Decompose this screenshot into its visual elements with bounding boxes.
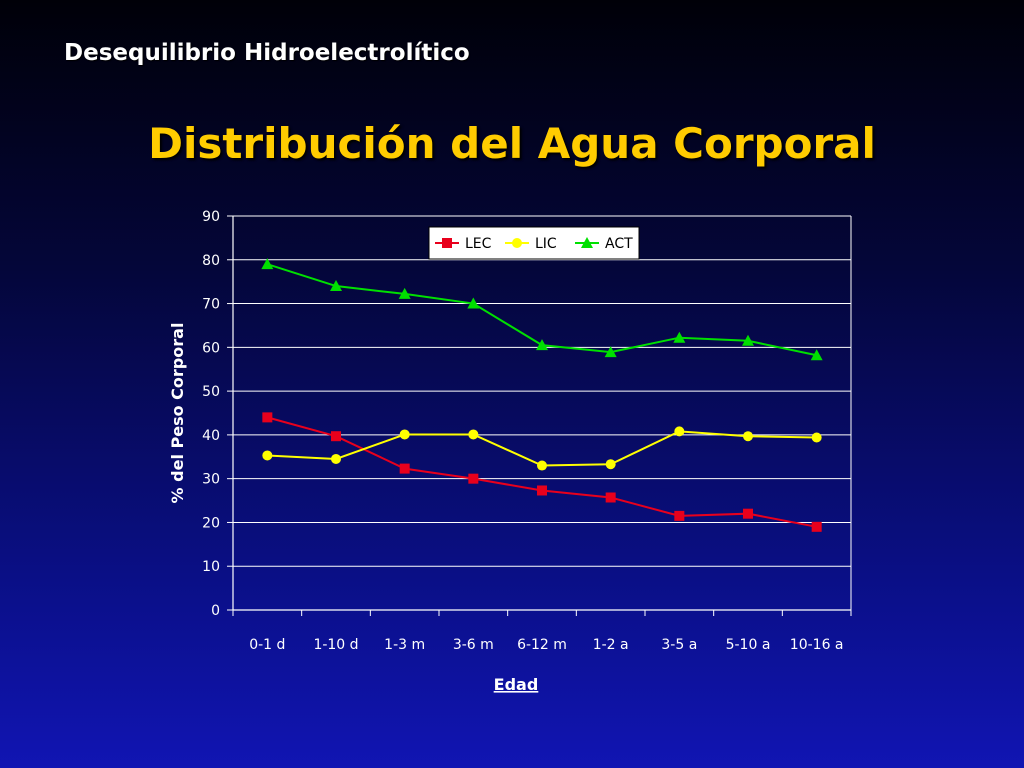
data-point-circle bbox=[512, 238, 522, 248]
data-point-triangle bbox=[398, 287, 411, 299]
x-tick-label: 1-3 m bbox=[384, 637, 425, 653]
plot-area bbox=[233, 216, 851, 610]
x-tick-label: 1-10 d bbox=[313, 637, 358, 653]
y-tick-label: 40 bbox=[202, 428, 220, 444]
series-line bbox=[267, 430, 817, 467]
y-tick-label: 50 bbox=[202, 384, 220, 400]
data-point-square bbox=[399, 463, 410, 474]
data-point-triangle bbox=[330, 280, 342, 292]
data-point-square bbox=[468, 473, 479, 484]
slide-header: Desequilibrio Hidroelectrolítico bbox=[64, 40, 470, 66]
chart-title: Distribución del Agua Corporal bbox=[148, 119, 876, 168]
y-tick-label: 70 bbox=[202, 297, 220, 313]
y-tick-label: 0 bbox=[211, 603, 220, 619]
data-point-triangle bbox=[536, 339, 548, 351]
data-point-circle bbox=[468, 429, 479, 440]
data-point-square bbox=[262, 412, 273, 423]
data-point-square bbox=[605, 492, 616, 503]
data-point-circle bbox=[605, 459, 616, 470]
data-point-square bbox=[537, 485, 547, 496]
legend-label: LIC bbox=[535, 236, 557, 252]
y-axis-label: % del Peso Corporal bbox=[168, 323, 187, 504]
data-point-square bbox=[674, 510, 685, 521]
x-tick-label: 6-12 m bbox=[517, 637, 567, 653]
data-point-circle bbox=[743, 431, 753, 442]
series-line bbox=[267, 416, 817, 528]
legend: LEC LIC ACT bbox=[428, 226, 640, 260]
x-tick-label: 5-10 a bbox=[726, 637, 771, 653]
legend-label: ACT bbox=[605, 236, 633, 252]
y-tick-label: 60 bbox=[202, 340, 220, 356]
data-point-square bbox=[811, 521, 822, 532]
data-point-triangle bbox=[467, 297, 480, 309]
series-act bbox=[261, 258, 823, 361]
data-point-triangle bbox=[604, 346, 617, 358]
data-point-circle bbox=[811, 432, 822, 443]
y-tick-label: 30 bbox=[202, 472, 220, 488]
series-lec bbox=[262, 412, 822, 532]
data-point-triangle bbox=[673, 331, 686, 343]
data-point-circle bbox=[331, 453, 341, 464]
legend-box bbox=[428, 226, 640, 260]
data-point-triangle bbox=[581, 237, 593, 248]
x-tick-label: 0-1 d bbox=[249, 637, 285, 653]
data-point-circle bbox=[262, 450, 273, 461]
y-tick-label: 10 bbox=[202, 559, 220, 575]
data-point-circle bbox=[399, 429, 410, 440]
x-tick-label: 10-16 a bbox=[790, 637, 844, 653]
data-point-triangle bbox=[261, 258, 274, 270]
y-tick-label: 90 bbox=[202, 209, 220, 225]
x-tick-label: 3-5 a bbox=[661, 637, 697, 653]
x-axis-label: Edad bbox=[494, 675, 539, 694]
x-tick-label: 3-6 m bbox=[453, 637, 494, 653]
y-tick-label: 20 bbox=[202, 515, 220, 531]
data-point-square bbox=[743, 508, 753, 519]
data-point-square bbox=[442, 238, 452, 248]
x-tick-label: 1-2 a bbox=[593, 637, 629, 653]
data-point-square bbox=[331, 431, 341, 442]
data-point-circle bbox=[674, 426, 685, 437]
series-lic bbox=[262, 426, 822, 471]
data-point-triangle bbox=[810, 349, 823, 361]
data-point-circle bbox=[537, 460, 547, 471]
legend-label: LEC bbox=[465, 236, 492, 252]
y-tick-label: 80 bbox=[202, 253, 220, 269]
data-point-triangle bbox=[742, 334, 754, 346]
